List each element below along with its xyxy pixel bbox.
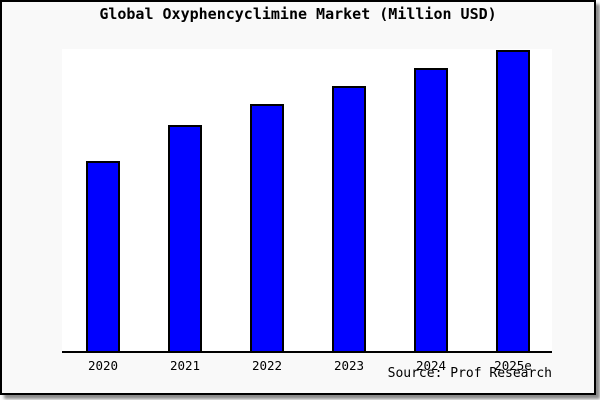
x-tick-label-2022: 2022 [251,358,283,373]
bar-2022 [250,104,284,351]
bar-2020 [86,161,120,351]
x-tick-label-2021: 2021 [169,358,201,373]
bar-2025e [496,50,530,351]
x-tick-label-2024: 2024 [415,358,447,373]
x-tick-label-2020: 2020 [87,358,119,373]
x-tick-label-2025e: 2025e [494,358,532,373]
x-tick-label-2023: 2023 [333,358,365,373]
chart-title: Global Oxyphencyclimine Market (Million … [99,5,497,23]
plot-area [62,49,552,353]
bar-2021 [168,125,202,351]
source-credit: Source: Prof Research [387,366,552,381]
bar-2023 [332,86,366,351]
x-axis-labels: 2020 2021 2022 2023 2024 2025e [62,358,552,374]
bar-2024 [414,68,448,351]
